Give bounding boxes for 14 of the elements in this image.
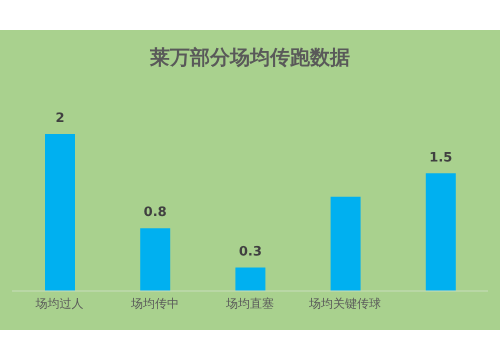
bar — [45, 134, 75, 291]
bar — [426, 173, 456, 291]
data-label: 2 — [55, 111, 65, 126]
bar — [140, 228, 170, 291]
x-tick-label: 场均传中 — [130, 296, 179, 311]
data-label: 0.3 — [238, 244, 262, 260]
bar — [235, 267, 266, 291]
x-tick-label: 场均直塞 — [225, 296, 274, 311]
x-tick-label: 场均过人 — [34, 296, 84, 311]
data-label: 1.5 — [429, 150, 452, 166]
x-tick-label: 场均关键传球 — [308, 296, 382, 311]
chart-title: 莱万部分场均传跑数据 — [149, 44, 351, 71]
data-label: 0.8 — [144, 205, 167, 220]
bar — [330, 196, 361, 291]
